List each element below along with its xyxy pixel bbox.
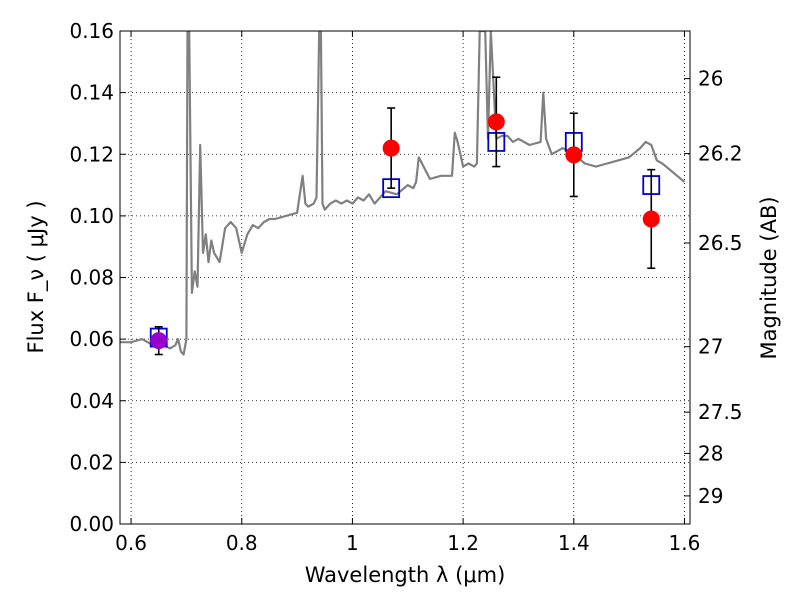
observed-point xyxy=(382,139,400,157)
right-axis-label: Magnitude (AB) xyxy=(757,196,781,359)
y-tick-label: 0.00 xyxy=(69,512,114,536)
observed-point xyxy=(487,113,505,131)
y-tick-label: 0.10 xyxy=(69,204,114,228)
x-tick-label: 0.6 xyxy=(115,531,147,555)
x-axis-ticks: 0.6 0.8 1 1.2 1.4 1.6 xyxy=(115,31,700,555)
model-photometry-series xyxy=(149,132,661,348)
y-tick-label: 0.04 xyxy=(69,389,114,413)
spectrum-series xyxy=(120,31,686,356)
y-tick-label: 0.02 xyxy=(69,450,114,474)
x-axis-label: Wavelength λ (μm) xyxy=(305,563,506,587)
y-tick-label: 0.08 xyxy=(69,266,114,290)
y-tick-label: 0.12 xyxy=(69,142,114,166)
right-tick-label: 26.5 xyxy=(698,231,743,255)
spectrum-line xyxy=(120,31,686,356)
right-tick-label: 28 xyxy=(698,441,723,465)
x-tick-label: 1.6 xyxy=(669,531,701,555)
x-tick-label: 1.4 xyxy=(558,531,590,555)
right-tick-label: 29 xyxy=(698,484,723,508)
observed-photometry-series xyxy=(150,76,660,356)
x-tick-label: 0.8 xyxy=(226,531,258,555)
observed-point xyxy=(565,146,583,164)
right-axis-ticks: 26 26.2 26.5 27 27.5 28 29 xyxy=(684,67,743,508)
x-tick-label: 1 xyxy=(346,531,359,555)
observed-point xyxy=(642,210,660,228)
grid-lines xyxy=(120,30,690,525)
y-tick-label: 0.14 xyxy=(69,81,114,105)
y-tick-label: 0.16 xyxy=(69,19,114,43)
right-tick-label: 27.5 xyxy=(698,400,743,424)
y-axis-ticks: 0.00 0.02 0.04 0.06 0.08 0.10 0.12 0.14 0.16 xyxy=(69,19,126,536)
x-tick-label: 1.2 xyxy=(447,531,479,555)
right-tick-label: 27 xyxy=(698,335,723,359)
y-axis-label: Flux F_ν ( μJy ) xyxy=(24,200,49,353)
observed-point xyxy=(150,332,168,350)
y-tick-label: 0.06 xyxy=(69,327,114,351)
right-tick-label: 26.2 xyxy=(698,142,743,166)
right-tick-label: 26 xyxy=(698,67,723,91)
